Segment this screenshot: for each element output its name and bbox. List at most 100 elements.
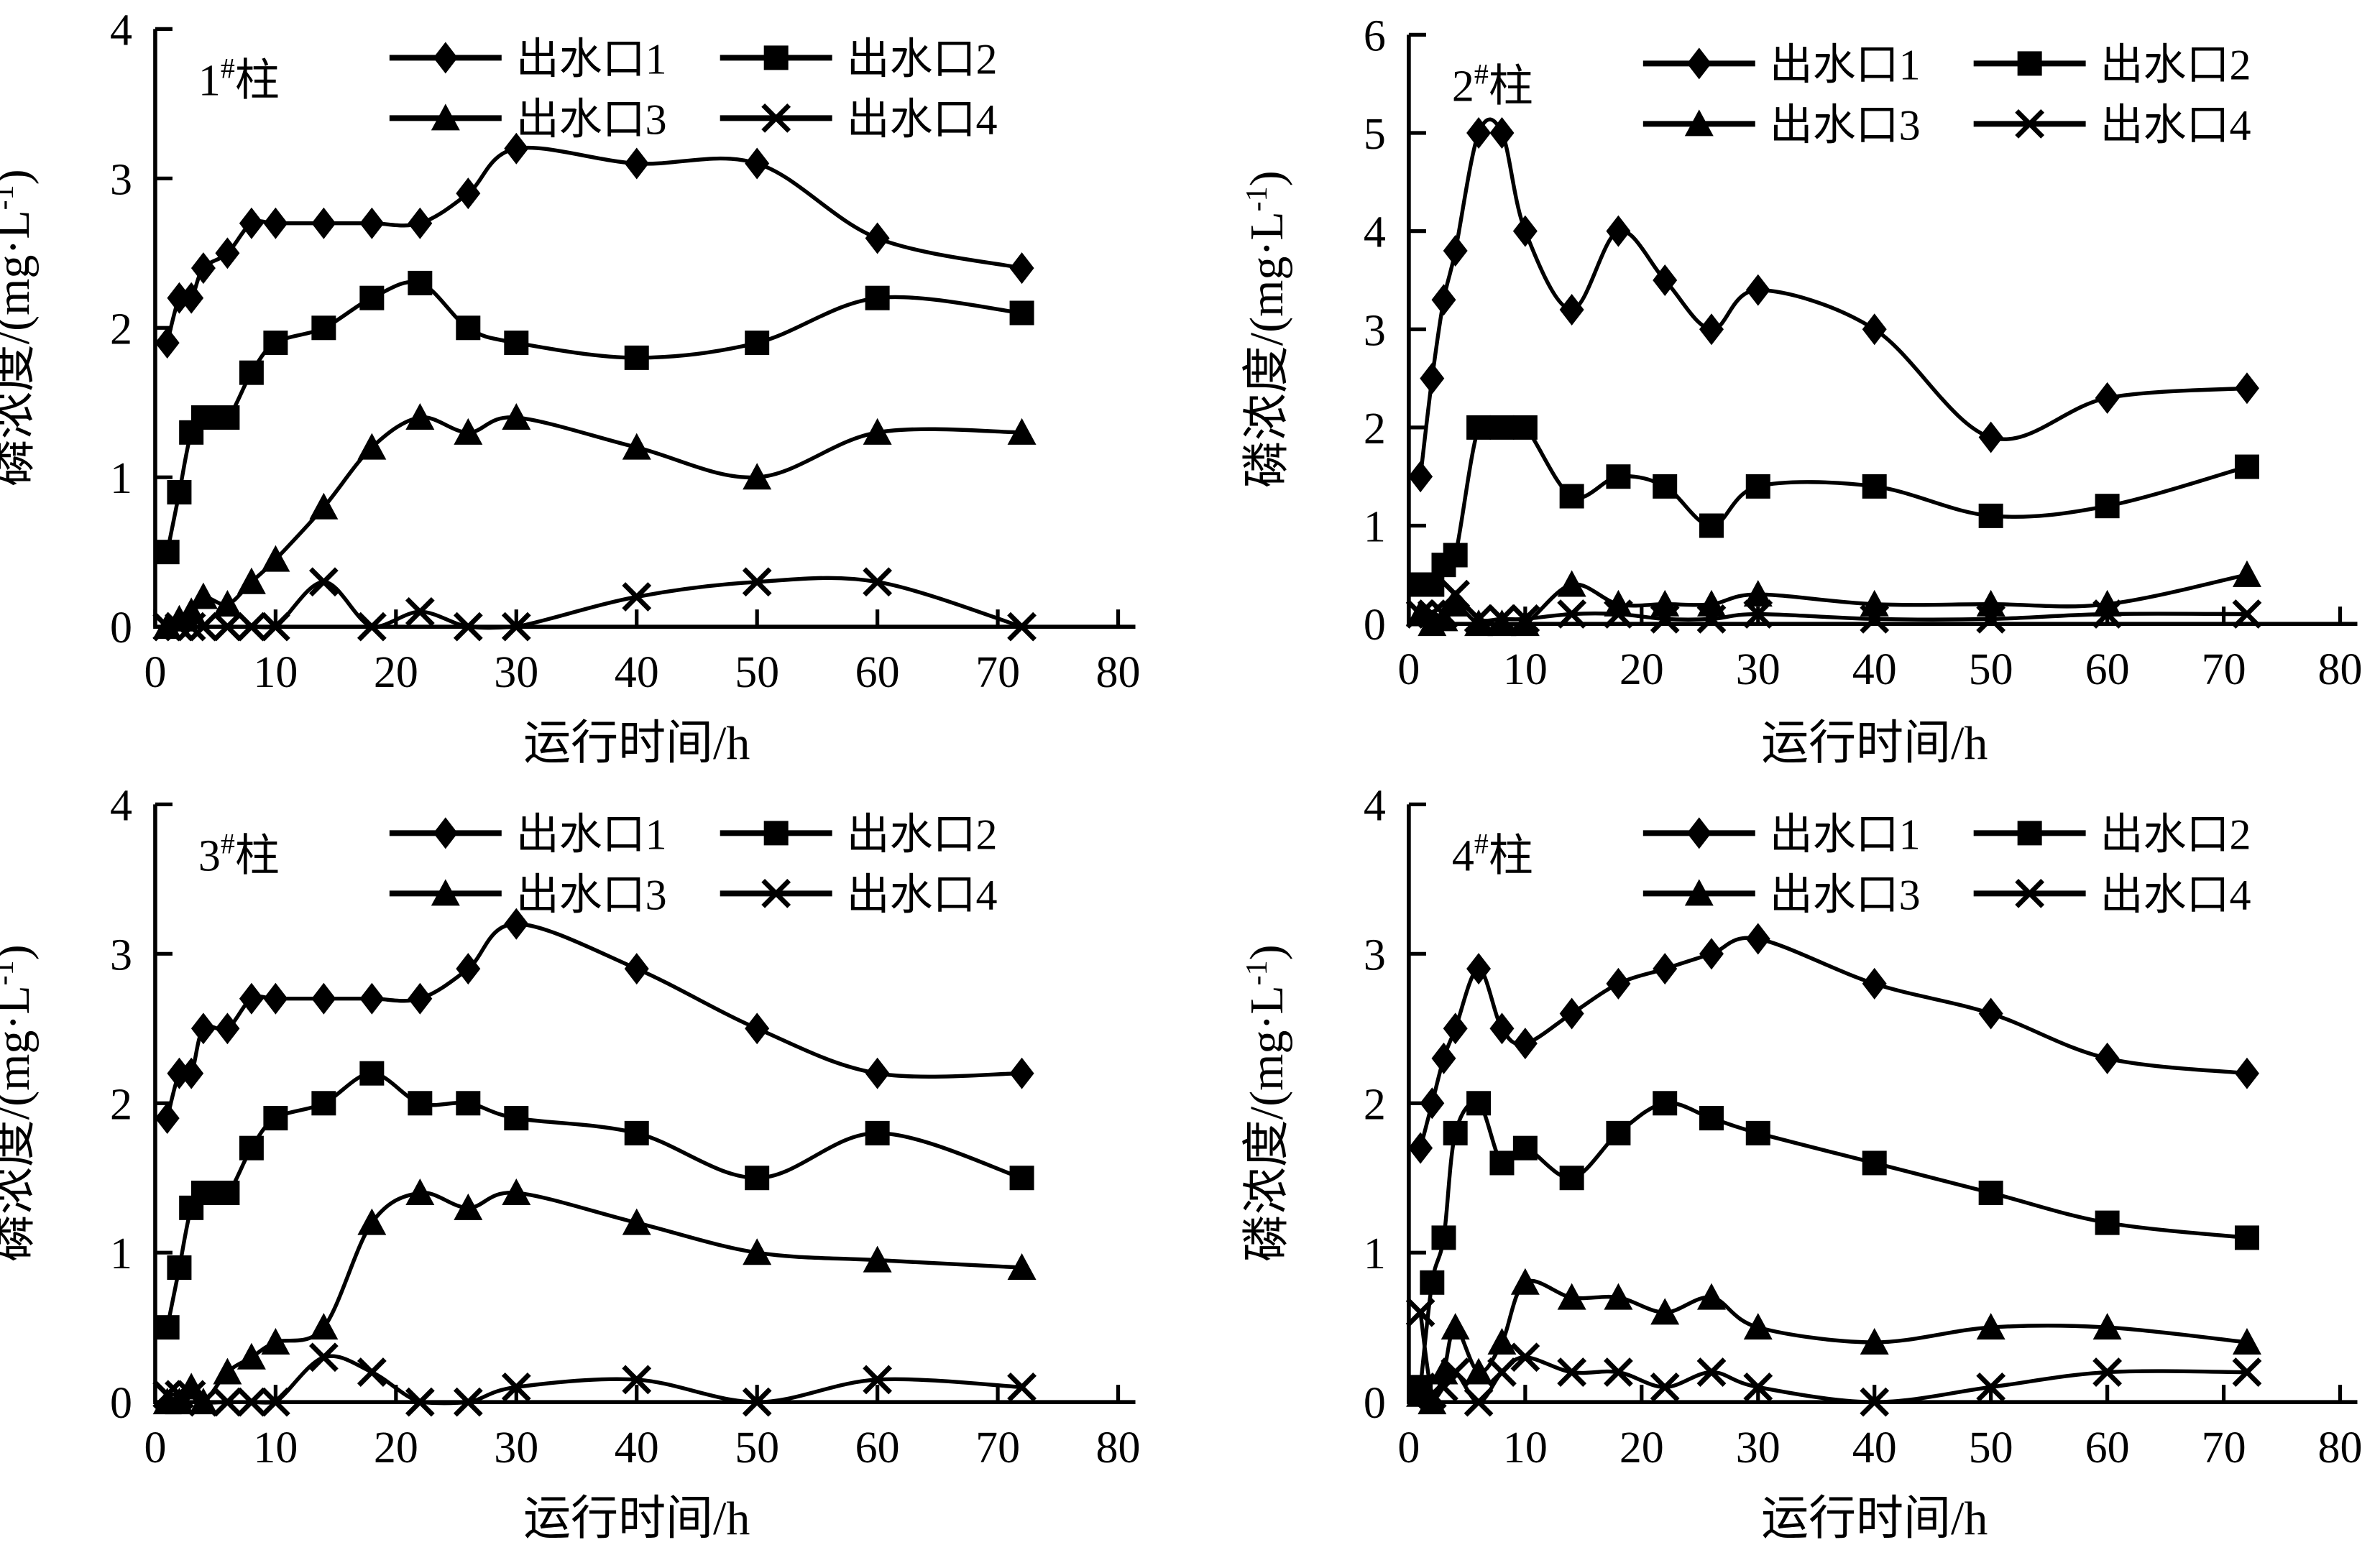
legend-label: 出水口2 bbox=[2100, 41, 2251, 88]
series-2-square-marker bbox=[2095, 494, 2120, 519]
series-4-x-marker bbox=[453, 1387, 483, 1417]
legend-x-marker bbox=[2014, 109, 2044, 139]
x-tick-label: 80 bbox=[2317, 1424, 2362, 1472]
series-3-triangle-marker bbox=[1007, 1253, 1037, 1280]
series-1-diamond-marker bbox=[1009, 1057, 1034, 1089]
chart-panel-4: 0 1 2 3 4 0 10 20 30 40 50 60 70 80 运行时间/h 磷浓度/(mg·L-1)… bbox=[1190, 775, 2380, 1550]
series-3-triangle-marker bbox=[454, 1193, 483, 1220]
series-3-triangle-marker bbox=[502, 403, 531, 430]
y-tick-label: 2 bbox=[1363, 405, 1385, 453]
x-tick-label: 0 bbox=[1397, 645, 1420, 694]
series-1-diamond-marker bbox=[359, 982, 385, 1015]
y-tick-label: 5 bbox=[1363, 110, 1385, 159]
series-4-x-marker bbox=[1975, 1372, 2005, 1402]
series-2-square-marker bbox=[1652, 1090, 1677, 1115]
series-4-x-marker bbox=[165, 1379, 194, 1409]
series-4-x-marker bbox=[152, 612, 183, 642]
series-4-x-marker bbox=[453, 612, 483, 642]
legend-square-marker bbox=[2017, 820, 2042, 845]
x-tick-label: 10 bbox=[1502, 1424, 1547, 1472]
legend: 出水口1 出水口2 出水口3 出水口4 bbox=[1642, 811, 2251, 918]
series-4-x-marker bbox=[863, 567, 893, 597]
x-tick-label: 50 bbox=[735, 1424, 779, 1472]
series-1-diamond-marker bbox=[1419, 1087, 1444, 1119]
series-2-square-marker bbox=[745, 331, 770, 356]
series-4-x-marker bbox=[1859, 604, 1889, 634]
series-4-x-marker bbox=[308, 567, 339, 597]
series-2-square-marker bbox=[1419, 1270, 1444, 1295]
series-1-diamond-marker bbox=[624, 147, 649, 180]
series-3-triangle-marker bbox=[213, 589, 242, 617]
series-3-triangle-marker bbox=[863, 1245, 892, 1273]
panel-title: 1#柱 bbox=[198, 52, 280, 105]
series-4-x-marker bbox=[176, 612, 206, 642]
x-tick-label: 30 bbox=[1735, 645, 1780, 694]
legend-entry-3: 出水口3 bbox=[1642, 101, 1920, 149]
series-2-square-marker bbox=[311, 1090, 336, 1115]
series-2 bbox=[1407, 1090, 2259, 1399]
series-2-square-marker bbox=[2095, 1210, 2120, 1235]
series-4-x-marker bbox=[1510, 1342, 1540, 1372]
series-1-diamond-marker bbox=[359, 207, 385, 239]
series-2-square-marker bbox=[1745, 474, 1770, 499]
series-1-diamond-marker bbox=[408, 982, 433, 1015]
x-tick-label: 0 bbox=[144, 1424, 166, 1472]
series-2 bbox=[155, 1061, 1034, 1339]
series-1-diamond-marker bbox=[215, 237, 240, 269]
x-tick-label: 50 bbox=[1968, 1424, 2013, 1472]
y-axis-title: 磷浓度/(mg·L-1) bbox=[0, 169, 40, 486]
series-1-diamond-marker bbox=[263, 982, 288, 1015]
series-2-square-marker bbox=[311, 315, 336, 341]
series-4-x-marker bbox=[1696, 604, 1726, 634]
x-tick-label: 60 bbox=[2085, 1424, 2129, 1472]
series-4-x-marker bbox=[1742, 1372, 1773, 1402]
series-3-triangle-marker bbox=[357, 1208, 387, 1235]
series-1-diamond-marker bbox=[1605, 215, 1630, 247]
series-2-square-marker bbox=[1009, 300, 1034, 326]
series-2-square-marker bbox=[1443, 543, 1468, 568]
series-1-diamond-marker bbox=[408, 207, 433, 239]
series-3-triangle-marker bbox=[622, 433, 651, 460]
series-4 bbox=[152, 1342, 1037, 1417]
x-tick-label: 0 bbox=[1397, 1424, 1420, 1472]
x-tick-label: 60 bbox=[855, 648, 900, 697]
series-4-x-marker bbox=[1650, 1372, 1680, 1402]
legend-diamond-marker bbox=[1686, 816, 1712, 849]
y-axis-title: 磷浓度/(mg·L-1) bbox=[0, 944, 40, 1262]
legend-x-marker bbox=[761, 878, 791, 908]
series-1-diamond-marker bbox=[1699, 937, 1724, 969]
series-2-square-marker bbox=[408, 1090, 433, 1115]
series-4-x-marker bbox=[1742, 599, 1773, 629]
legend-label: 出水口3 bbox=[516, 96, 667, 143]
series-4-x-marker bbox=[357, 1357, 387, 1387]
series-4-x-marker bbox=[2092, 1357, 2122, 1387]
series-3-triangle-marker bbox=[502, 1178, 531, 1205]
y-tick-label: 4 bbox=[1363, 208, 1385, 257]
panel-title: 2#柱 bbox=[1451, 57, 1533, 111]
legend-label: 出水口1 bbox=[1769, 811, 1920, 858]
y-tick-label: 2 bbox=[1363, 1080, 1385, 1129]
series-1-diamond-marker bbox=[1862, 967, 1887, 1000]
panel-title: 3#柱 bbox=[198, 827, 280, 880]
series-2 bbox=[155, 270, 1034, 565]
series-3-triangle-marker bbox=[1441, 1312, 1470, 1339]
series-4-x-marker bbox=[1464, 1387, 1493, 1417]
series-3-triangle-marker bbox=[1650, 1297, 1679, 1324]
series-2-square-marker bbox=[624, 1120, 649, 1145]
series-2-square-marker bbox=[1699, 513, 1724, 538]
legend-label: 出水口2 bbox=[2100, 811, 2251, 858]
series-3-triangle-marker bbox=[1007, 418, 1037, 445]
series-4-x-marker bbox=[405, 596, 435, 627]
chart-panel-1: 0123401020304050607080运行时间/h磷浓度/(mg·L-1)… bbox=[0, 0, 1190, 775]
series-4-x-marker bbox=[152, 1379, 183, 1409]
legend-entry-1: 出水口1 bbox=[1642, 41, 1920, 88]
series-3-triangle-marker bbox=[188, 582, 218, 609]
series-2-square-marker bbox=[456, 315, 481, 341]
series-4-x-marker bbox=[165, 612, 194, 642]
series-1-diamond-marker bbox=[263, 207, 288, 239]
series-3-triangle-marker bbox=[743, 463, 772, 490]
chart-panel-3: 0123401020304050607080运行时间/h磷浓度/(mg·L-1)… bbox=[0, 775, 1190, 1550]
